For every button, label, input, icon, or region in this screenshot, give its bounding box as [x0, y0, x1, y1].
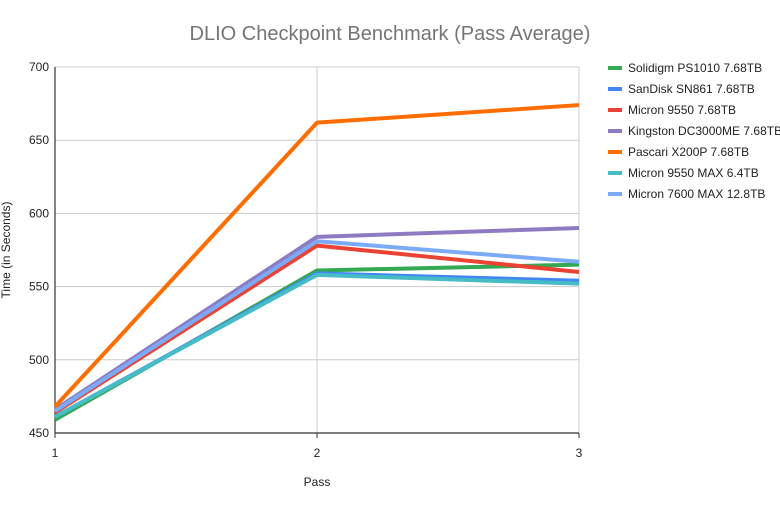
- legend-label: Micron 9550 MAX 6.4TB: [628, 166, 759, 180]
- y-tick-label: 700: [29, 60, 49, 74]
- y-tick-label: 550: [29, 280, 49, 294]
- legend-label: SanDisk SN861 7.68TB: [628, 82, 755, 96]
- x-tick-label: 1: [52, 446, 59, 460]
- legend-label: Solidigm PS1010 7.68TB: [628, 61, 762, 75]
- y-tick-label: 650: [29, 133, 49, 147]
- y-tick-label: 500: [29, 353, 49, 367]
- series-line-4: [53, 103, 580, 409]
- y-tick-label: 600: [29, 206, 49, 220]
- y-tick-label: 450: [29, 426, 49, 440]
- series-line-2: [53, 243, 580, 415]
- x-tick-label: 3: [576, 446, 583, 460]
- chart-title: DLIO Checkpoint Benchmark (Pass Average): [190, 23, 591, 45]
- series-line-3: [53, 226, 580, 412]
- x-tick-label: 2: [314, 446, 321, 460]
- legend-label: Micron 9550 7.68TB: [628, 103, 736, 117]
- legend-label: Kingston DC3000ME 7.68TB: [628, 124, 780, 138]
- y-axis-label: Time (in Seconds): [0, 202, 13, 299]
- legend-label: Micron 7600 MAX 12.8TB: [628, 187, 765, 201]
- series-line-6: [53, 239, 580, 413]
- legend-label: Pascari X200P 7.68TB: [628, 145, 749, 159]
- x-axis-label: Pass: [304, 475, 331, 489]
- series-line-5: [54, 272, 580, 419]
